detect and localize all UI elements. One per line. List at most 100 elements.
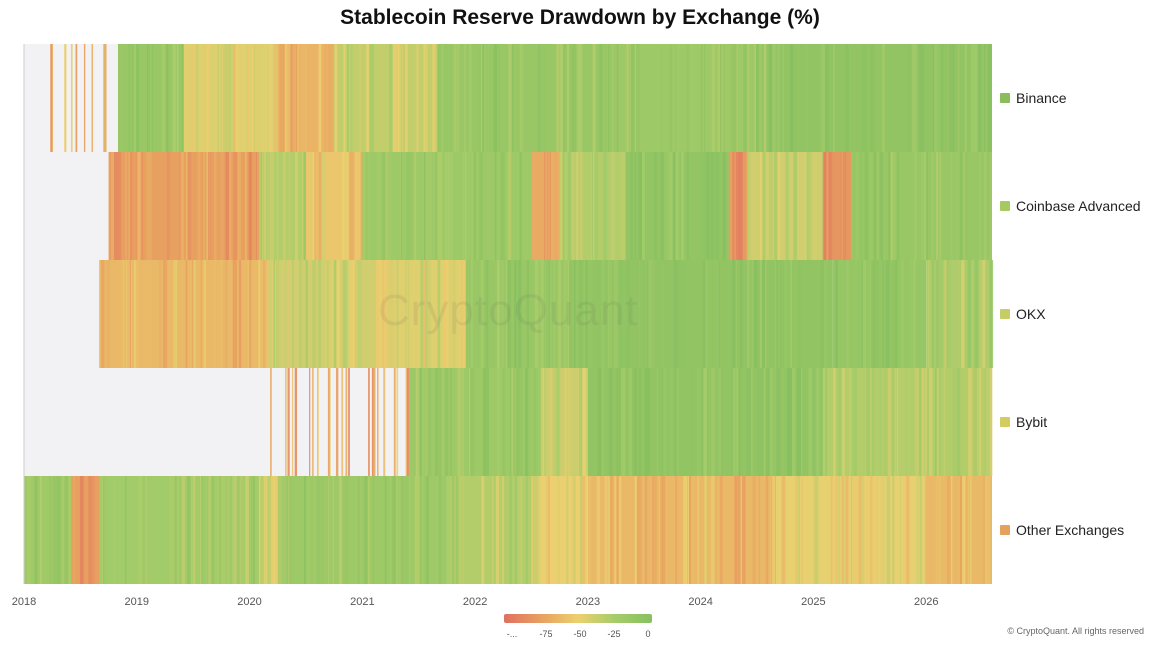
- heatmap-stripe: [376, 260, 380, 368]
- heatmap-stripe: [282, 44, 285, 152]
- heatmap-stripe: [789, 368, 793, 476]
- heatmap-stripe: [759, 152, 762, 260]
- heatmap-stripe: [511, 44, 514, 152]
- x-tick-label: 2019: [124, 596, 150, 608]
- heatmap-stripe: [931, 152, 934, 260]
- heatmap-stripe: [439, 368, 442, 476]
- heatmap-stripe: [238, 260, 243, 368]
- heatmap-stripe: [253, 260, 258, 368]
- heatmap-stripe: [962, 476, 966, 584]
- heatmap-stripe: [736, 44, 738, 152]
- heatmap-stripe: [816, 368, 819, 476]
- heatmap-stripe: [278, 476, 280, 584]
- heatmap-stripe: [579, 476, 583, 584]
- legend-entry[interactable]: Binance: [1000, 88, 1067, 108]
- heatmap-stripe: [963, 260, 968, 368]
- heatmap-stripe: [112, 476, 117, 584]
- heatmap-stripe: [793, 152, 798, 260]
- heatmap-stripe: [137, 152, 141, 260]
- heatmap-stripe: [563, 44, 566, 152]
- heatmap-stripe: [248, 152, 252, 260]
- heatmap-stripe: [169, 476, 172, 584]
- heatmap-stripe: [850, 476, 853, 584]
- heatmap-stripe: [318, 260, 321, 368]
- heatmap-stripe: [746, 368, 749, 476]
- heatmap-stripe: [609, 476, 614, 584]
- heatmap-stripe: [106, 260, 111, 368]
- heatmap-stripe: [101, 476, 104, 584]
- heatmap-stripe: [967, 260, 971, 368]
- legend-entry[interactable]: Other Exchanges: [1000, 520, 1124, 540]
- heatmap-stripe: [301, 260, 304, 368]
- heatmap-stripe: [355, 476, 358, 584]
- heatmap-stripe: [675, 476, 678, 584]
- heatmap-stripe: [599, 260, 603, 368]
- heatmap-stripe: [291, 368, 294, 476]
- heatmap-stripe: [634, 476, 637, 584]
- legend-swatch: [1000, 525, 1010, 535]
- heatmap-stripe: [934, 260, 937, 368]
- heatmap-stripe: [480, 260, 483, 368]
- heatmap-stripe: [975, 260, 979, 368]
- heatmap-stripe: [857, 260, 859, 368]
- x-tick-label: 2022: [462, 596, 488, 608]
- heatmap-stripe: [181, 44, 186, 152]
- heatmap-stripe: [875, 260, 879, 368]
- heatmap-stripe: [729, 44, 731, 152]
- heatmap-stripe: [784, 260, 788, 368]
- legend-entry[interactable]: Coinbase Advanced: [1000, 196, 1141, 216]
- heatmap-stripe: [638, 152, 642, 260]
- heatmap-stripe: [761, 152, 763, 260]
- legend-entry[interactable]: OKX: [1000, 304, 1046, 324]
- heatmap-stripe: [614, 260, 618, 368]
- heatmap-stripe: [280, 476, 282, 584]
- heatmap-stripe: [414, 476, 418, 584]
- heatmap-row-coinbase-advanced: [24, 152, 992, 260]
- heatmap-stripe: [382, 152, 386, 260]
- heatmap-stripe: [173, 260, 178, 368]
- heatmap-stripe: [419, 368, 422, 476]
- legend-entry[interactable]: Bybit: [1000, 412, 1047, 432]
- heatmap-stripe: [80, 476, 84, 584]
- heatmap-stripe: [508, 476, 512, 584]
- heatmap-stripe: [837, 368, 841, 476]
- heatmap-stripe: [396, 260, 399, 368]
- heatmap-stripe: [939, 152, 941, 260]
- heatmap-stripe: [213, 260, 216, 368]
- heatmap-stripe: [955, 152, 958, 260]
- heatmap-stripe: [718, 368, 722, 476]
- heatmap-stripe: [734, 44, 738, 152]
- heatmap-stripe: [396, 368, 399, 476]
- heatmap-segment: [625, 152, 731, 260]
- heatmap-stripe: [639, 368, 641, 476]
- x-tick-label: 2020: [237, 596, 262, 608]
- heatmap-stripe: [576, 260, 579, 368]
- heatmap-stripe: [739, 260, 743, 368]
- heatmap-stripe: [141, 152, 144, 260]
- heatmap-stripe: [484, 260, 489, 368]
- heatmap-stripe: [259, 260, 262, 368]
- heatmap-stripe: [750, 368, 753, 476]
- heatmap-segment: [268, 260, 383, 368]
- heatmap-segment: [362, 152, 534, 260]
- heatmap-stripe: [647, 476, 651, 584]
- heatmap-stripe: [389, 44, 392, 152]
- heatmap-stripe: [571, 44, 575, 152]
- heatmap-stripe: [359, 260, 361, 368]
- heatmap-stripe: [119, 44, 122, 152]
- heatmap-stripe: [417, 368, 420, 476]
- heatmap-stripe: [731, 476, 733, 584]
- heatmap-segment: [108, 152, 260, 260]
- heatmap-stripe: [876, 152, 881, 260]
- heatmap-stripe: [681, 152, 684, 260]
- heatmap-stripe: [731, 152, 735, 260]
- heatmap-stripe: [104, 44, 107, 152]
- heatmap-stripe: [628, 260, 632, 368]
- heatmap-stripe: [526, 260, 530, 368]
- heatmap-stripe: [784, 368, 787, 476]
- heatmap-stripe: [171, 476, 175, 584]
- heatmap-stripe: [187, 260, 191, 368]
- heatmap-stripe: [371, 368, 374, 476]
- heatmap-stripe: [919, 44, 922, 152]
